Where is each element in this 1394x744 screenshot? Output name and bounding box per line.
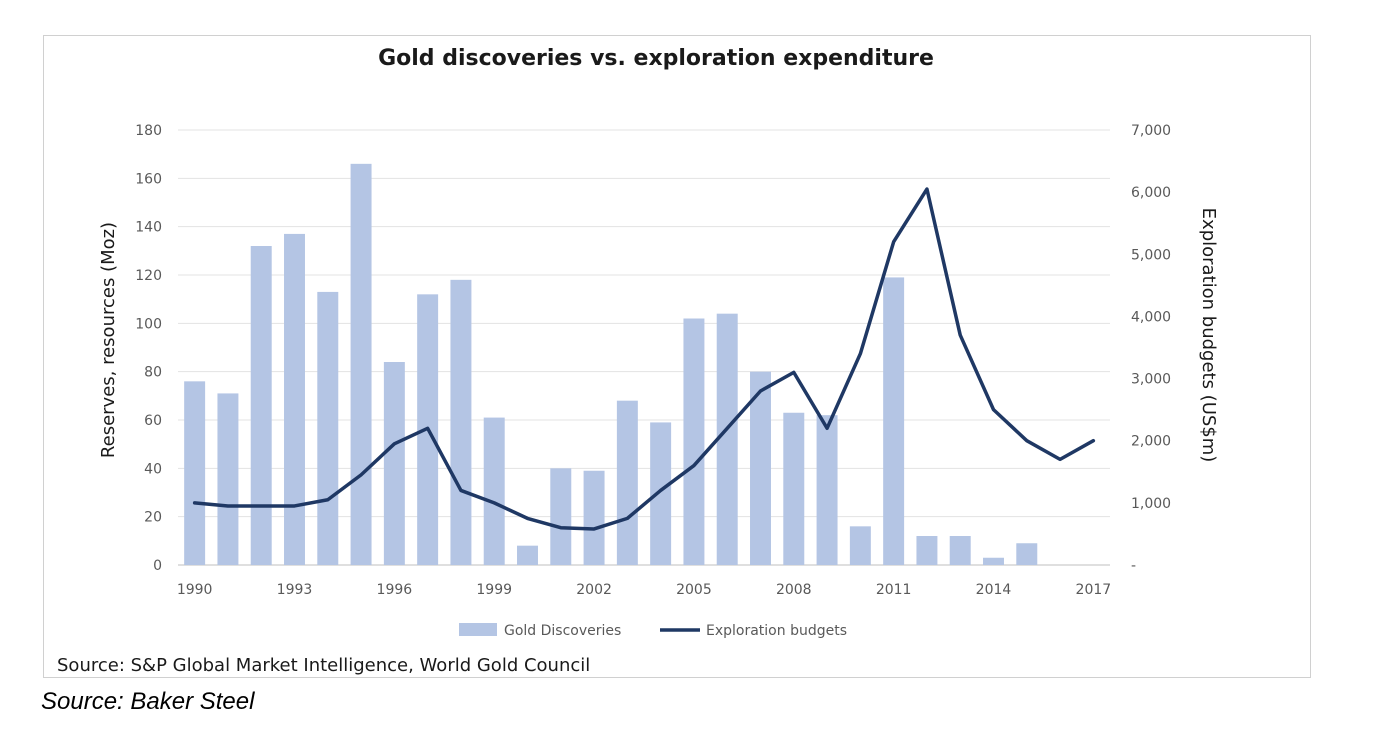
bar-gold-discoveries xyxy=(916,536,938,565)
left-tick-label: 60 xyxy=(144,413,162,429)
right-tick-label: 1,000 xyxy=(1131,496,1171,512)
line-exploration-budgets xyxy=(192,187,1096,531)
left-axis-title: Reserves, resources (Moz) xyxy=(98,222,119,458)
bar-gold-discoveries xyxy=(849,526,871,565)
bar-gold-discoveries xyxy=(949,536,971,565)
legend-label-gold-discoveries: Gold Discoveries xyxy=(504,623,621,639)
left-tick-label: 140 xyxy=(135,220,162,236)
bar-gold-discoveries xyxy=(450,279,472,565)
bar-gold-discoveries xyxy=(284,233,305,565)
bar-gold-discoveries xyxy=(683,318,705,565)
left-tick-label: 20 xyxy=(144,510,162,526)
line-layer xyxy=(192,187,1096,531)
left-axis-ticks: 0 20 40 60 80 100 120 140 160 180 xyxy=(135,123,162,574)
x-tick-label: 1990 xyxy=(177,582,213,598)
right-tick-label: 2,000 xyxy=(1131,434,1171,450)
bars xyxy=(184,163,1038,566)
bar-gold-discoveries xyxy=(716,313,738,565)
right-axis-ticks: - 1,000 2,000 3,000 4,000 5,000 6,000 7,000 xyxy=(1131,123,1171,574)
bar-gold-discoveries xyxy=(383,362,405,565)
right-tick-label: 7,000 xyxy=(1131,123,1171,139)
bar-gold-discoveries xyxy=(317,291,339,565)
bar-gold-discoveries xyxy=(483,417,505,565)
source-note: Source: S&P Global Market Intelligence, … xyxy=(57,655,591,676)
bar-gold-discoveries xyxy=(250,246,272,565)
x-tick-label: 1993 xyxy=(277,582,313,598)
x-tick-label: 2017 xyxy=(1076,582,1112,598)
right-tick-label: - xyxy=(1131,558,1136,574)
bar-gold-discoveries xyxy=(550,468,572,565)
bar-gold-discoveries xyxy=(883,277,905,565)
left-tick-label: 100 xyxy=(135,316,162,332)
bar-gold-discoveries xyxy=(583,470,605,565)
x-tick-label: 1999 xyxy=(476,582,512,598)
bar-gold-discoveries xyxy=(783,412,805,565)
legend: Gold Discoveries Exploration budgets xyxy=(459,623,847,639)
x-tick-label: 2002 xyxy=(576,582,612,598)
legend-swatch-gold-discoveries xyxy=(459,623,497,636)
right-tick-label: 5,000 xyxy=(1131,247,1171,263)
left-tick-label: 120 xyxy=(135,268,162,284)
bar-gold-discoveries xyxy=(1016,543,1038,565)
left-tick-label: 160 xyxy=(135,171,162,187)
chart-title: Gold discoveries vs. exploration expendi… xyxy=(378,46,934,71)
x-tick-label: 2008 xyxy=(776,582,812,598)
right-tick-label: 6,000 xyxy=(1131,185,1171,201)
x-tick-label: 2011 xyxy=(876,582,912,598)
bar-gold-discoveries xyxy=(650,422,672,565)
x-axis-ticks: 1990 1993 1996 1999 2002 2005 2008 2011 2014 2017 xyxy=(177,582,1111,598)
x-tick-label: 2005 xyxy=(676,582,712,598)
bar-gold-discoveries xyxy=(616,400,638,565)
bar-gold-discoveries xyxy=(184,381,206,565)
bar-gold-discoveries xyxy=(750,371,771,565)
bar-gold-discoveries xyxy=(816,415,838,565)
right-axis-title: Exploration budgets (US$m) xyxy=(1198,208,1219,463)
source-caption: Source: Baker Steel xyxy=(41,688,255,715)
left-tick-label: 180 xyxy=(135,123,162,139)
legend-label-exploration-budgets: Exploration budgets xyxy=(706,623,847,639)
bar-gold-discoveries xyxy=(983,557,1004,565)
x-tick-label: 2014 xyxy=(976,582,1012,598)
right-tick-label: 4,000 xyxy=(1131,309,1171,325)
x-tick-label: 1996 xyxy=(377,582,413,598)
bar-gold-discoveries xyxy=(217,393,239,565)
left-tick-label: 0 xyxy=(153,558,162,574)
right-tick-label: 3,000 xyxy=(1131,372,1171,388)
bar-gold-discoveries xyxy=(350,163,372,566)
left-tick-label: 80 xyxy=(144,365,162,381)
left-tick-label: 40 xyxy=(144,461,162,477)
bar-gold-discoveries xyxy=(517,545,538,565)
